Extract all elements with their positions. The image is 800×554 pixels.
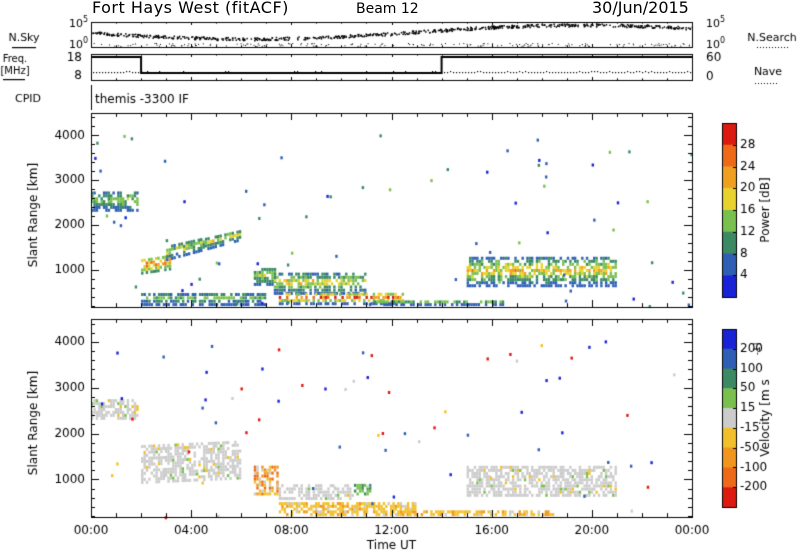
station-title: Fort Hays West (fitACF) [92, 0, 289, 17]
date-label: 30/Jun/2015 [592, 0, 689, 17]
beam-label: Beam 12 [356, 1, 419, 17]
